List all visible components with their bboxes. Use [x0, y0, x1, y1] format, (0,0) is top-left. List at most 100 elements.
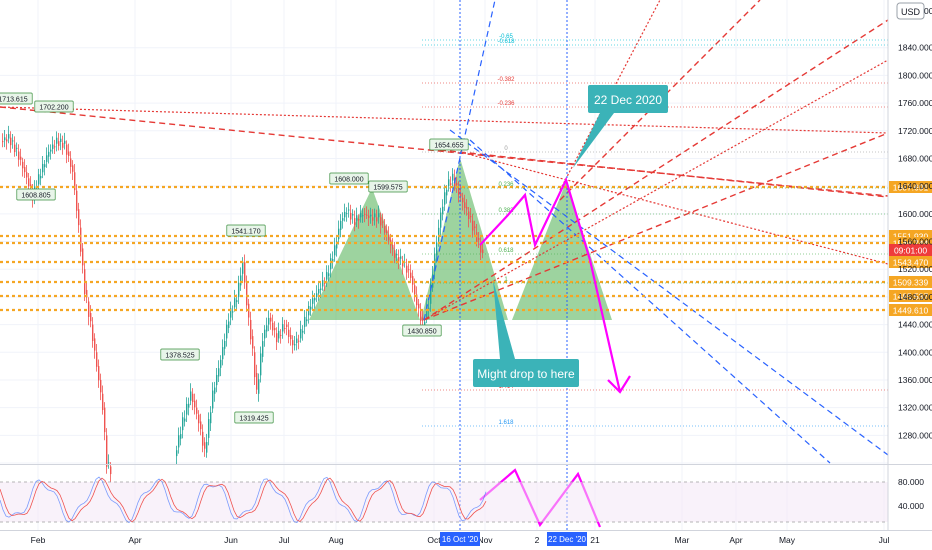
candle-body — [450, 183, 452, 185]
price-axis-tick-label: 1680.000 — [898, 153, 932, 163]
fib-level-label: -0.236 — [497, 101, 515, 107]
candle-body — [194, 400, 196, 408]
time-axis-label: 2 — [535, 535, 540, 545]
peak-label-box — [368, 180, 408, 193]
candle-body — [366, 214, 368, 216]
peak-label-box — [402, 324, 442, 337]
candle-body — [176, 450, 178, 457]
price-axis-tick-label: 1320.000 — [898, 403, 932, 413]
peak-label-text: 1713.615 — [0, 97, 28, 104]
price-level-label: 1543.470 — [893, 258, 929, 268]
candle-body — [66, 144, 68, 155]
candle-body — [446, 189, 448, 196]
oscillator-tick-label: 40.000 — [898, 501, 924, 511]
candle-body — [378, 213, 380, 218]
peak-label-box — [329, 172, 369, 185]
candle-body — [64, 140, 66, 144]
projection-zigzag — [479, 176, 622, 393]
candle-body — [280, 334, 282, 336]
peak-label-box — [160, 348, 200, 361]
candle-body — [208, 419, 210, 438]
candle-body — [210, 412, 212, 424]
trendline-from-high-dashed — [439, 149, 889, 198]
candle-body — [2, 141, 4, 143]
candle-body — [102, 393, 104, 411]
candle-body — [338, 228, 340, 240]
candle-body — [282, 324, 284, 332]
candle-body — [22, 161, 24, 169]
price-level-tag — [889, 290, 932, 302]
candle-body — [480, 243, 482, 253]
candle-body — [438, 227, 440, 242]
candle-body — [240, 275, 242, 286]
pattern-triangle — [309, 188, 420, 320]
candle-body — [478, 238, 480, 241]
time-axis-label: Apr — [729, 535, 742, 545]
callout-date-pointer — [573, 113, 614, 168]
candle-body — [42, 163, 44, 173]
candle-body — [250, 319, 252, 340]
candle-body — [266, 325, 268, 332]
price-axis-tick-label: 1480.000 — [898, 292, 932, 302]
fib-level-label: 0.236 — [498, 182, 514, 188]
candle-body — [264, 329, 266, 339]
price-axis: 1280.000 1320.000 1360.000 1400.000 1440.000… — [887, 0, 932, 530]
candle-body — [362, 215, 364, 217]
candle-body — [94, 338, 96, 351]
candle-body — [52, 144, 54, 149]
candle-body — [396, 253, 398, 256]
currency-badge[interactable]: USD — [896, 2, 925, 20]
candle-body — [20, 156, 22, 160]
time-axis-highlight-box — [547, 532, 587, 546]
peak-label-box — [16, 188, 56, 201]
candle-body — [336, 241, 338, 249]
candle-body — [298, 340, 300, 342]
candle-body — [372, 217, 374, 221]
candle-body — [420, 310, 422, 321]
candle-body — [228, 321, 230, 329]
candle-body — [314, 297, 316, 301]
callouts: 22 Dec 2020 Might drop to here — [473, 85, 668, 387]
peak-label-text: 1378.525 — [165, 353, 194, 360]
peak-label-box — [34, 100, 74, 113]
candle-body — [300, 329, 302, 339]
candle-body — [260, 353, 262, 376]
candle-body — [40, 176, 42, 179]
candle-body — [452, 173, 454, 181]
price-axis-tick-label: 1440.000 — [898, 320, 932, 330]
peak-label-box — [429, 138, 469, 151]
peak-label-text: 1541.170 — [231, 229, 260, 236]
candle-body — [244, 262, 246, 283]
trendline-fan-3 — [423, 132, 889, 321]
candle-body — [104, 407, 106, 433]
candle-body — [286, 324, 288, 327]
candle-body — [334, 245, 336, 256]
fib-level-label: -0.618 — [497, 39, 515, 45]
candle-body — [10, 137, 12, 146]
candle-body — [392, 244, 394, 249]
candle-body — [322, 280, 324, 287]
candle-body — [6, 139, 8, 142]
candle-body — [384, 225, 386, 233]
time-axis-label: 21 — [590, 535, 600, 545]
candle-body — [180, 434, 182, 439]
peak-label-text: 1599.575 — [373, 185, 402, 192]
candle-body — [440, 212, 442, 228]
time-axis-label: Jul — [279, 535, 290, 545]
candle-body — [204, 442, 206, 449]
candle-body — [226, 324, 228, 339]
candle-body — [290, 334, 292, 340]
candle-body — [474, 226, 476, 229]
candle-body — [60, 138, 62, 142]
candle-body — [178, 435, 180, 448]
candle-body — [472, 220, 474, 231]
time-axis-label: Apr — [128, 535, 141, 545]
candle-body — [80, 227, 82, 252]
peak-label-text: 1608.000 — [334, 177, 363, 184]
candle-body — [320, 288, 322, 290]
candle-body — [462, 197, 464, 203]
candle-body — [232, 311, 234, 313]
candle-body — [270, 317, 272, 322]
candle-body — [328, 273, 330, 277]
